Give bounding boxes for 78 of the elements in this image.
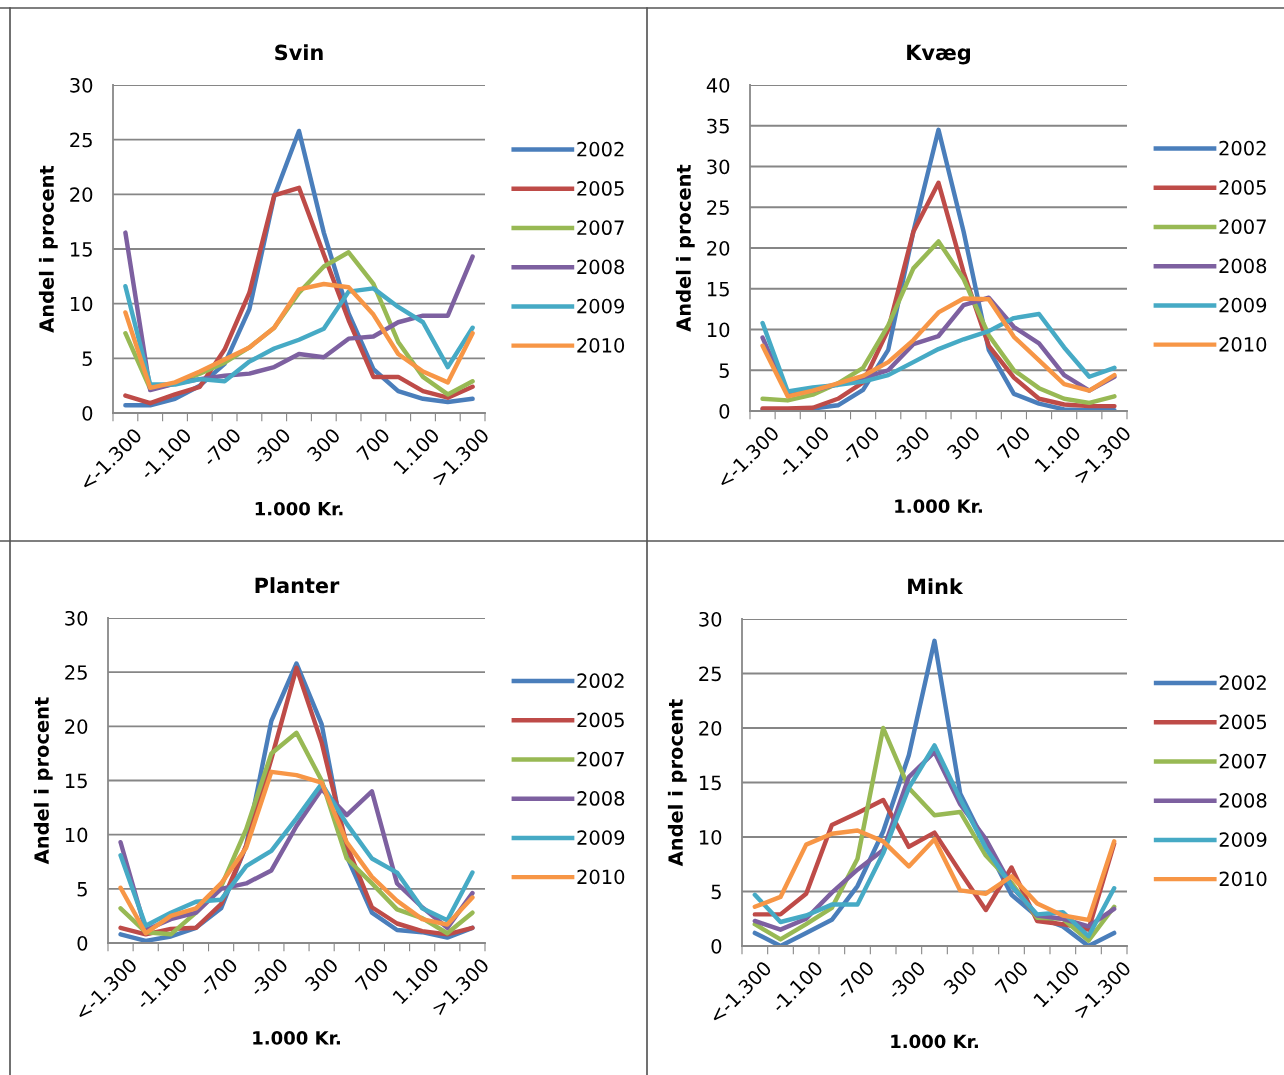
y-tick-label: 25 xyxy=(707,200,729,215)
x-axis-title: 1.000 Kr. xyxy=(895,499,982,513)
x-tick-label: 300 xyxy=(946,425,981,460)
y-tick-label: 15 xyxy=(699,775,721,791)
y-tick-label: 10 xyxy=(699,829,722,845)
legend-label: 2010 xyxy=(577,338,625,353)
legend-label: 2002 xyxy=(1219,675,1266,691)
x-axis-title: 1.000 Kr. xyxy=(253,1031,340,1045)
legend-label: 2005 xyxy=(577,712,624,728)
legend-label: 2007 xyxy=(577,751,624,767)
legend-label: 2002 xyxy=(577,673,624,689)
y-tick-label: 30 xyxy=(65,610,88,626)
legend-label: 2002 xyxy=(577,141,624,157)
y-tick-label: 10 xyxy=(65,827,88,843)
y-tick-label: 5 xyxy=(719,363,729,378)
y-tick-label: 0 xyxy=(82,405,93,421)
y-tick-label: 15 xyxy=(707,281,729,297)
chart-title: Svin xyxy=(275,44,323,61)
x-tick-label: 300 xyxy=(304,957,339,992)
x-tick-label: 300 xyxy=(306,427,341,462)
line-series xyxy=(123,185,475,406)
legend-label: 2008 xyxy=(577,791,625,806)
y-axis-title: Andel i procent xyxy=(667,699,687,867)
y-axis-title: Andel i procent xyxy=(675,164,695,332)
legend-label: 2008 xyxy=(1219,793,1267,808)
y-tick-label: 25 xyxy=(65,665,87,680)
y-tick-label: 30 xyxy=(70,77,93,93)
y-tick-label: 30 xyxy=(707,159,730,175)
legend-label: 2007 xyxy=(1219,219,1266,235)
line-series xyxy=(760,239,1117,406)
y-tick-label: 15 xyxy=(65,773,87,789)
y-tick-label: 0 xyxy=(719,403,730,419)
legend-label: 2009 xyxy=(1219,297,1267,313)
y-tick-label: 15 xyxy=(70,242,92,257)
y-tick-label: 5 xyxy=(711,884,721,900)
x-axis-title: 1.000 Kr. xyxy=(891,1034,978,1049)
legend-label: 2008 xyxy=(577,259,625,275)
legend-label: 2009 xyxy=(577,830,625,845)
y-tick-label: 35 xyxy=(707,118,729,134)
y-tick-label: 10 xyxy=(70,296,93,312)
x-tick-label: 700 xyxy=(354,957,390,992)
y-tick-label: 20 xyxy=(65,719,88,734)
x-tick-label: 700 xyxy=(355,427,391,462)
legend-label: 2007 xyxy=(1219,753,1267,769)
x-tick-label: 700 xyxy=(994,960,1029,995)
legend-label: 2010 xyxy=(577,869,625,885)
chart-title: Kvæg xyxy=(907,44,970,65)
x-axis-title: 1.000 Kr. xyxy=(255,501,343,516)
y-axis-title: Andel i procent xyxy=(38,165,58,333)
y-tick-label: 25 xyxy=(70,132,92,148)
x-tick-label: 700 xyxy=(996,425,1032,460)
legend-label: 2010 xyxy=(1219,871,1267,887)
chart-title: Mink xyxy=(908,578,964,594)
y-tick-label: 5 xyxy=(77,882,87,897)
legend-label: 2009 xyxy=(577,298,624,314)
line-series xyxy=(760,311,1117,394)
x-tick-label: 300 xyxy=(942,960,978,995)
legend-label: 2005 xyxy=(1219,180,1266,195)
line-series xyxy=(752,828,1117,923)
legend-label: 2002 xyxy=(1219,140,1266,156)
legend-label: 2007 xyxy=(577,220,624,236)
y-tick-label: 40 xyxy=(706,77,730,93)
y-tick-label: 0 xyxy=(711,938,722,954)
chart-title: Planter xyxy=(255,577,340,594)
y-tick-label: 0 xyxy=(77,935,88,951)
y-tick-label: 5 xyxy=(82,351,92,366)
y-tick-label: 20 xyxy=(699,720,722,736)
legend-label: 2008 xyxy=(1219,258,1267,274)
legend-label: 2010 xyxy=(1219,337,1267,352)
y-tick-label: 20 xyxy=(707,240,730,256)
legend-label: 2005 xyxy=(577,181,624,196)
y-tick-label: 10 xyxy=(707,322,730,338)
legend-label: 2009 xyxy=(1219,832,1267,847)
legend-label: 2005 xyxy=(1219,714,1267,730)
y-tick-label: 30 xyxy=(699,611,722,627)
y-axis-title: Andel i procent xyxy=(33,697,53,865)
y-tick-label: 20 xyxy=(70,187,93,202)
y-tick-label: 25 xyxy=(699,666,721,682)
